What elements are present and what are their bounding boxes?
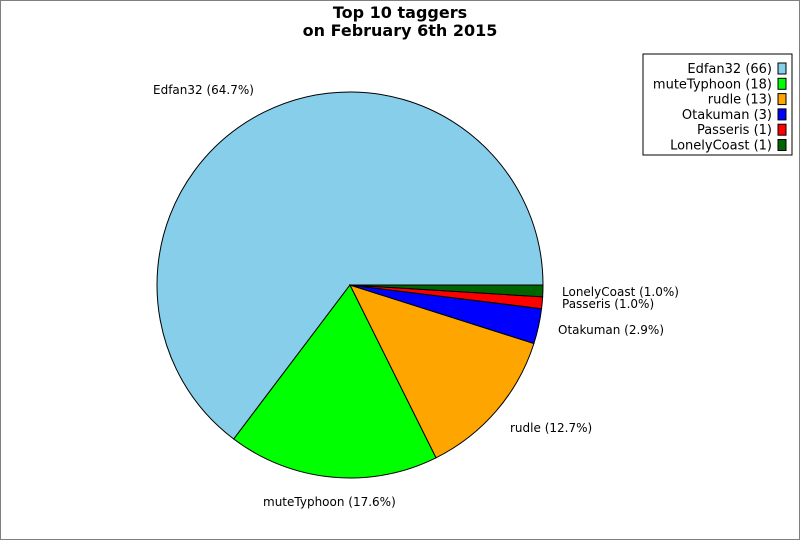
chart-title-line-2: on February 6th 2015 xyxy=(303,21,498,40)
legend-swatch-lonelycoast xyxy=(777,139,787,151)
legend-label-passeris: Passeris (1) xyxy=(697,123,772,138)
pie-slice-edfan32 xyxy=(156,91,544,440)
slice-label-edfan32: Edfan32 (64.7%) xyxy=(153,83,254,97)
chart-title-line-1: Top 10 taggers xyxy=(333,3,467,22)
slice-label-lonelycoast: LonelyCoast (1.0%) xyxy=(562,285,679,299)
legend-label-rudle: rudle (13) xyxy=(708,93,772,108)
pie-slice-rudle xyxy=(349,284,535,459)
legend: Edfan32 (66)muteTyphoon (18)rudle (13)Ot… xyxy=(642,53,793,156)
legend-swatch-otakuman xyxy=(777,108,787,121)
legend-swatch-passeris xyxy=(777,123,787,136)
slice-label-mutetyphoon: muteTyphoon (17.6%) xyxy=(263,495,396,509)
pie-slice-lonelycoast xyxy=(349,284,544,298)
pie-slice-mutetyphoon xyxy=(232,284,437,479)
legend-swatch-edfan32 xyxy=(777,62,787,75)
legend-label-edfan32: Edfan32 (66) xyxy=(687,62,772,77)
slice-label-rudle: rudle (12.7%) xyxy=(510,421,592,435)
legend-swatch-mutetyphoon xyxy=(777,77,787,90)
legend-label-mutetyphoon: muteTyphoon (18) xyxy=(653,77,772,92)
legend-swatch-rudle xyxy=(777,93,787,106)
pie-slices xyxy=(156,91,544,479)
legend-box xyxy=(642,53,793,156)
slice-label-otakuman: Otakuman (2.9%) xyxy=(558,323,664,337)
slice-label-passeris: Passeris (1.0%) xyxy=(562,297,654,311)
legend-label-lonelycoast: LonelyCoast (1) xyxy=(670,139,772,154)
legend-label-otakuman: Otakuman (3) xyxy=(682,108,772,123)
slice-labels: Edfan32 (64.7%) muteTyphoon (17.6%) rudl… xyxy=(153,83,679,509)
